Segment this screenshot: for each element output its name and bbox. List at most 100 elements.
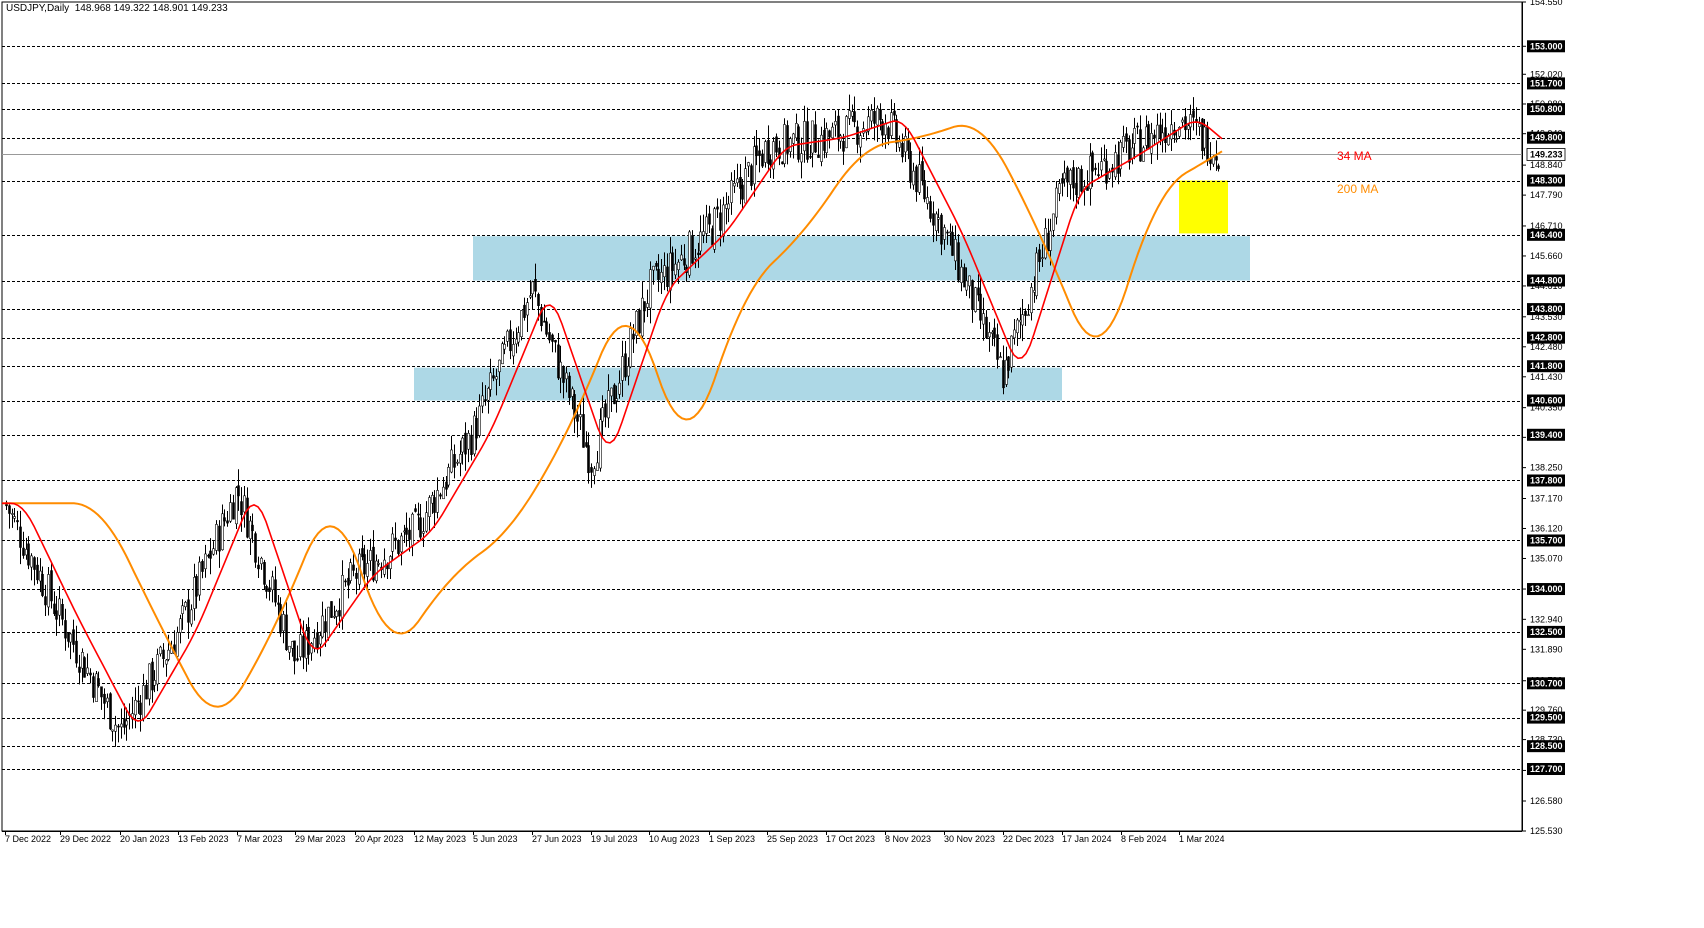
candle-body — [484, 399, 487, 402]
candle-body — [349, 562, 352, 581]
candle-body — [293, 640, 296, 662]
candle-body — [879, 109, 882, 121]
level-tag — [1527, 740, 1565, 753]
candle-body — [1007, 356, 1010, 371]
candle-body — [419, 517, 422, 538]
candle-body — [963, 267, 966, 288]
x-tick-label: 7 Dec 2022 — [5, 834, 51, 844]
candle-body — [335, 610, 338, 617]
candle-body — [125, 720, 128, 726]
candle-body — [1128, 139, 1131, 163]
level-tag-label: 132.500 — [1530, 627, 1563, 637]
candle-body — [319, 635, 322, 645]
candle-body — [935, 213, 938, 232]
candle-body — [761, 153, 764, 167]
candle-body — [867, 116, 870, 132]
candle-body — [422, 531, 425, 534]
candle-body — [263, 562, 266, 585]
candle-body — [1184, 116, 1187, 131]
candle-body — [741, 184, 744, 200]
candle-body — [912, 170, 915, 186]
candle-body — [181, 605, 184, 614]
candle-body — [750, 165, 753, 186]
level-tag — [1527, 677, 1565, 690]
candle-body — [674, 263, 677, 276]
candle-body — [988, 332, 991, 338]
candle-body — [1077, 168, 1080, 198]
level-tag — [1527, 394, 1565, 407]
candle-body — [400, 535, 403, 553]
candle-body — [1181, 119, 1184, 123]
candle-body — [579, 414, 582, 418]
candle-body — [512, 344, 515, 357]
candle-body — [445, 481, 448, 490]
candle-body — [660, 271, 663, 283]
candle-body — [55, 610, 58, 620]
candle-body — [573, 394, 576, 419]
level-tag — [1527, 40, 1565, 53]
candle-body — [302, 635, 305, 658]
candle-body — [433, 497, 436, 513]
candle-body — [683, 258, 686, 266]
candle-body — [985, 316, 988, 339]
candle-body — [604, 403, 607, 418]
y-tick-label: 142.480 — [1530, 342, 1563, 352]
candle-body — [568, 375, 571, 398]
candle-body — [1080, 168, 1083, 192]
candle-body — [467, 433, 470, 450]
candle-body — [58, 598, 61, 616]
candle-body — [820, 134, 823, 162]
level-tag-label: 153.000 — [1530, 41, 1563, 51]
candle-body — [134, 699, 137, 716]
candle-body — [923, 180, 926, 200]
candle-body — [1002, 360, 1005, 389]
candle-body — [607, 390, 610, 419]
ma-200-line — [2, 124, 1223, 708]
candle-body — [982, 313, 985, 325]
candle-body — [716, 206, 719, 210]
candle-body — [503, 343, 506, 350]
candle-body — [249, 520, 252, 540]
x-tick-label: 29 Mar 2023 — [295, 834, 346, 844]
candle-body — [153, 680, 156, 686]
candle-body — [391, 533, 394, 552]
candle-body — [41, 573, 44, 596]
level-tag-label: 129.500 — [1530, 713, 1563, 723]
candle-body — [769, 159, 772, 166]
candle-body — [772, 141, 775, 170]
candle-body — [53, 603, 56, 615]
level-tag — [1527, 174, 1565, 187]
candle-body — [898, 141, 901, 148]
candle-body — [545, 321, 548, 335]
candle-body — [274, 579, 277, 603]
candle-body — [1072, 167, 1075, 189]
candle-body — [977, 287, 980, 296]
candle-body — [1094, 167, 1097, 170]
candle-body — [299, 634, 302, 658]
candle-body — [363, 554, 366, 575]
candle-body — [95, 673, 98, 702]
candle-body — [526, 302, 529, 316]
y-tick-label: 137.170 — [1530, 493, 1563, 503]
candle-body — [811, 120, 814, 154]
candle-body — [783, 124, 786, 164]
current-price-tag — [1526, 148, 1566, 161]
candle-body — [680, 254, 683, 261]
candle-body — [814, 124, 817, 153]
candle-body — [1013, 329, 1016, 339]
x-tick-label: 29 Dec 2022 — [60, 834, 111, 844]
candle-body — [229, 502, 232, 522]
candle-body — [64, 620, 67, 639]
candle-body — [1119, 141, 1122, 170]
candle-body — [100, 686, 103, 698]
level-tag — [1527, 763, 1565, 776]
candle-body — [884, 123, 887, 136]
candle-body — [277, 602, 280, 605]
level-tag-label: 137.800 — [1530, 475, 1563, 485]
candle-body — [937, 217, 940, 220]
candle-body — [204, 553, 207, 570]
candle-body — [201, 561, 204, 572]
candle-body — [1091, 152, 1094, 172]
candle-body — [859, 135, 862, 148]
